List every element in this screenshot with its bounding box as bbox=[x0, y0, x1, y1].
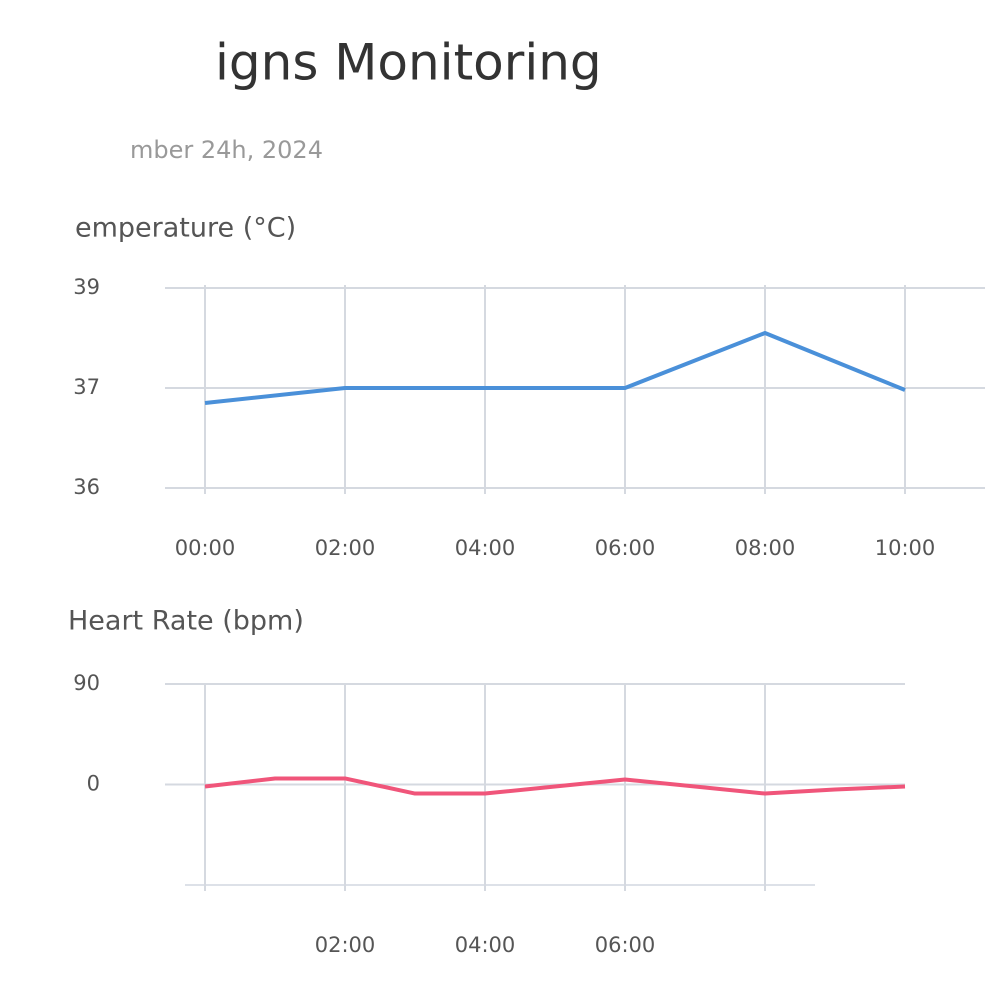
x-tick-label: 06:00 bbox=[595, 536, 656, 560]
x-tick-label: 04:00 bbox=[455, 536, 516, 560]
page-subtitle: mber 24h, 2024 bbox=[130, 136, 323, 164]
x-tick-label: 00:00 bbox=[175, 536, 236, 560]
x-tick-label: 10:00 bbox=[875, 536, 936, 560]
x-tick-label: 04:00 bbox=[455, 933, 516, 957]
page-title: igns Monitoring bbox=[215, 34, 602, 92]
chart-title: emperature (°C) bbox=[75, 213, 296, 244]
x-tick-label: 08:00 bbox=[735, 536, 796, 560]
y-tick-label: 36 bbox=[73, 475, 100, 499]
y-tick-label: 37 bbox=[73, 375, 100, 399]
series-line bbox=[204, 331, 906, 405]
series-line bbox=[204, 776, 906, 796]
y-tick-label: 90 bbox=[73, 671, 100, 695]
x-tick-label: 06:00 bbox=[595, 933, 656, 957]
x-tick-label: 02:00 bbox=[315, 536, 376, 560]
x-tick-label: 02:00 bbox=[315, 933, 376, 957]
y-tick-label: 39 bbox=[73, 275, 100, 299]
chart-title: Heart Rate (bpm) bbox=[68, 606, 304, 637]
y-tick-label: 0 bbox=[87, 772, 100, 796]
